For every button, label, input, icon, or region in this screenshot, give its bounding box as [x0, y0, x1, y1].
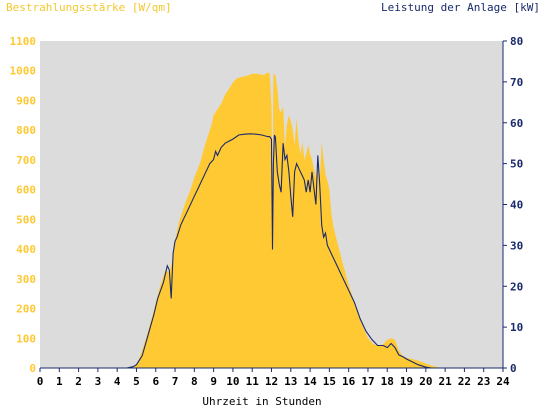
x-tick-label: 14 — [303, 375, 317, 388]
y-right-tick-label: 60 — [510, 117, 523, 130]
x-tick-label: 0 — [37, 375, 44, 388]
x-tick-label: 7 — [172, 375, 179, 388]
x-tick-label: 23 — [477, 375, 490, 388]
left-axis-ticks: 0 100 200 300 400 500 600 700 800 900 1000 1100 — [10, 35, 37, 375]
y-left-tick-label: 800 — [16, 124, 36, 137]
y-left-tick-label: 1100 — [10, 35, 37, 48]
x-tick-label: 16 — [342, 375, 356, 388]
x-tick-label: 10 — [226, 375, 239, 388]
x-tick-label: 19 — [400, 375, 413, 388]
irradiance-area — [40, 72, 503, 368]
y-left-tick-label: 400 — [16, 243, 36, 256]
y-left-tick-label: 900 — [16, 94, 36, 107]
x-tick-label: 5 — [133, 375, 140, 388]
x-tick-label: 13 — [284, 375, 297, 388]
y-left-tick-label: 200 — [16, 303, 36, 316]
x-tick-label: 8 — [191, 375, 198, 388]
y-right-tick-label: 50 — [510, 158, 523, 171]
y-left-tick-label: 1000 — [10, 65, 37, 78]
x-tick-label: 6 — [152, 375, 159, 388]
x-tick-label: 2 — [75, 375, 82, 388]
x-tick-label: 24 — [496, 375, 510, 388]
y-right-tick-label: 70 — [510, 76, 523, 89]
y-right-tick-label: 80 — [510, 35, 523, 48]
x-tick-label: 3 — [95, 375, 102, 388]
y-left-tick-label: 0 — [29, 362, 36, 375]
right-axis-ticks: 0 10 20 30 40 50 60 70 80 — [503, 35, 523, 375]
x-tick-label: 15 — [323, 375, 336, 388]
x-tick-label: 18 — [381, 375, 394, 388]
x-tick-label: 22 — [458, 375, 471, 388]
x-tick-label: 4 — [114, 375, 121, 388]
x-axis-title: Uhrzeit in Stunden — [202, 395, 321, 408]
y-left-tick-label: 300 — [16, 273, 36, 286]
x-tick-label: 9 — [210, 375, 217, 388]
power-line — [40, 133, 503, 369]
x-tick-label: 1 — [56, 375, 63, 388]
y-right-tick-label: 0 — [510, 362, 517, 375]
x-tick-label: 21 — [439, 375, 453, 388]
y-right-tick-label: 10 — [510, 321, 523, 334]
right-axis-title: Leistung der Anlage [kW] — [381, 1, 540, 14]
y-left-tick-label: 600 — [16, 184, 36, 197]
y-left-tick-label: 700 — [16, 154, 36, 167]
y-right-tick-label: 20 — [510, 280, 523, 293]
y-left-tick-label: 500 — [16, 213, 36, 226]
x-tick-label: 20 — [419, 375, 432, 388]
x-tick-label: 11 — [246, 375, 260, 388]
x-tick-label: 17 — [361, 375, 374, 388]
y-left-tick-label: 100 — [16, 332, 36, 345]
left-axis-title: Bestrahlungsstärke [W/qm] — [6, 1, 172, 14]
x-tick-label: 12 — [265, 375, 278, 388]
y-right-tick-label: 30 — [510, 239, 523, 252]
x-axis-ticks: 0 1 2 3 4 5 6 7 8 9 10 11 12 13 14 15 16 17 18 19 20 21 22 23 24 — [37, 368, 510, 388]
y-right-tick-label: 40 — [510, 199, 523, 212]
